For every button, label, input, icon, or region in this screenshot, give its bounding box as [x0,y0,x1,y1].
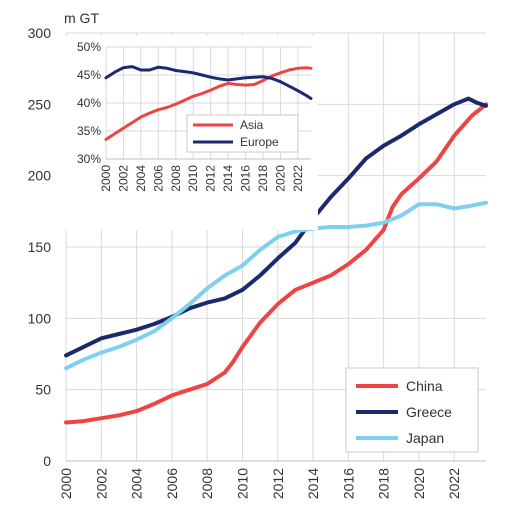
inset-y-tick-label: 35% [77,124,101,138]
inset-series-line-europe [104,65,313,100]
inset-series-line-asia [104,66,313,141]
inset-x-tick-label: 2018 [256,165,270,192]
inset-legend-label: Europe [240,135,279,149]
main-y-tick-label: 200 [28,168,52,184]
main-x-tick-label: 2006 [164,468,180,499]
main-legend-label: China [406,378,443,394]
main-x-tick-label: 2022 [446,468,462,499]
inset-x-tick-label: 2008 [169,165,183,192]
main-x-tick-label: 2020 [411,468,427,499]
inset-legend: Asia Europe [186,114,299,153]
inset-x-tick-label: 2022 [291,165,305,192]
main-x-tick-label: 2008 [199,468,215,499]
main-legend: China Greece Japan [345,367,479,453]
inset-x-tick-label: 2010 [186,165,200,192]
main-y-tick-label: 250 [28,96,52,112]
main-x-tick-label: 2018 [376,468,392,499]
main-y-tick-label: 50 [35,382,51,398]
main-x-tick-label: 2010 [234,468,250,499]
main-y-tick-label: 300 [28,25,52,41]
inset-y-tick-label: 50% [77,40,101,54]
inset-plot: 30% 35% 40% 45% 50% 2000 2002 2004 2006 2008 2010 2… [58,36,318,230]
inset-x-tick-label: 2006 [151,165,165,192]
main-legend-label: Japan [406,430,444,446]
main-x-tick-label: 2000 [58,468,74,499]
main-series-line-china [64,102,488,425]
main-x-tick-label: 2012 [270,468,286,499]
main-x-tick-label: 2014 [305,468,321,499]
inset-x-tick-label: 2004 [134,165,148,192]
inset-x-tick-label: 2002 [116,165,130,192]
main-x-tick-label: 2004 [129,468,145,499]
inset-x-tick-label: 2012 [204,165,218,192]
inset-y-tick-label: 45% [77,68,101,82]
main-x-tick-label: 2002 [93,468,109,499]
inset-x-tick-label: 2000 [99,165,113,192]
main-series-line-japan [64,200,488,371]
main-series-line-greece [64,96,488,358]
inset-x-tick-label: 2020 [273,165,287,192]
inset-legend-box [186,114,299,153]
main-y-tick-label: 0 [43,453,51,469]
inset-y-tick-label: 30% [77,152,101,166]
main-unit-label: m GT [64,10,99,26]
inset-y-tick-label: 40% [77,96,101,110]
inset-x-tick-label: 2014 [221,165,235,192]
main-x-tick-label: 2016 [340,468,356,499]
main-legend-label: Greece [406,404,452,420]
main-y-tick-label: 150 [28,239,52,255]
inset-legend-label: Asia [240,118,264,132]
inset-x-tick-label: 2016 [239,165,253,192]
main-y-tick-label: 100 [28,310,52,326]
